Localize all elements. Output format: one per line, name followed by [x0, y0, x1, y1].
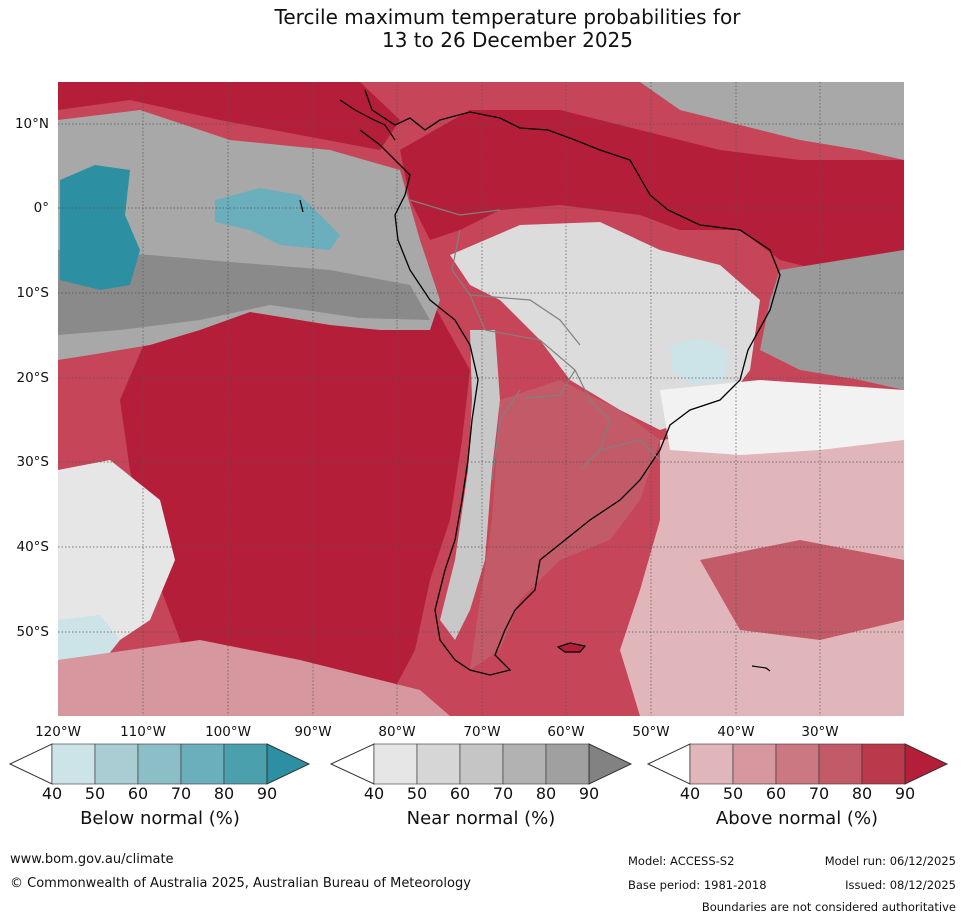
region-pacific-below-normal-center — [215, 188, 340, 250]
colorbar-tick: 50 — [406, 784, 428, 803]
colorbar-near-normal-low-arrow — [329, 743, 375, 785]
lon-tick-label: 90°W — [294, 724, 332, 740]
region-central-america-above-normal — [58, 82, 400, 150]
lon-tick-label: 70°W — [463, 724, 501, 740]
colorbar-below-normal-bin-5 — [223, 743, 268, 785]
colorbar-near-normal-bin-4 — [502, 743, 547, 785]
colorbar-above-normal-low-arrow — [646, 743, 691, 785]
lon-tick-label: 80°W — [378, 724, 416, 740]
colorbar-near-normal-high-arrow — [588, 743, 633, 785]
colorbar-tick: 40 — [41, 784, 63, 803]
map-title-line2: 13 to 26 December 2025 — [381, 28, 633, 52]
colorbar-below-normal-low-arrow — [8, 743, 53, 785]
footer-issued: Issued: 08/12/2025 — [845, 878, 956, 892]
country-borders — [409, 199, 661, 481]
region-south-atlantic-white — [660, 380, 904, 455]
lat-tick-label: 10°S — [16, 285, 50, 301]
footer-model-run: Model run: 06/12/2025 — [824, 854, 956, 868]
lon-tick-label: 30°W — [801, 724, 839, 740]
region-equatorial-atlantic-near-normal — [760, 250, 904, 390]
colorbar-above-normal-bin-3 — [775, 743, 820, 785]
colorbar-below-normal-bin-1 — [51, 743, 96, 785]
region-northern-south-america-above-normal — [400, 110, 904, 270]
footer-website: www.bom.gov.au/climate — [10, 852, 174, 867]
colorbar-tick: 90 — [256, 784, 278, 803]
region-south-atlantic-above-normal-patches — [700, 540, 904, 640]
colorbar-tick: 40 — [679, 784, 701, 803]
colorbar-above-normal-bin-1 — [689, 743, 734, 785]
colorbar-tick: 60 — [765, 784, 787, 803]
region-brazil-below-normal — [670, 338, 728, 385]
south-georgia-island — [751, 665, 771, 672]
colorbar-tick: 70 — [170, 784, 192, 803]
falkland-islands — [556, 642, 587, 653]
colorbar-tick: 90 — [578, 784, 600, 803]
footer-copyright: © Commonwealth of Australia 2025, Austra… — [10, 876, 471, 891]
graticule — [58, 82, 904, 716]
region-pacific-near-normal-dark — [58, 250, 430, 335]
colorbar-tick: 70 — [808, 784, 830, 803]
colorbar-near-normal-bin-3 — [459, 743, 504, 785]
colorbar-below-normal — [8, 743, 311, 785]
colorbar-above-normal-bin-2 — [732, 743, 777, 785]
footer-base-period: Base period: 1981-2018 — [628, 878, 767, 892]
colorbar-tick: 50 — [722, 784, 744, 803]
colorbar-tick: 90 — [894, 784, 916, 803]
colorbar-tick: 60 — [449, 784, 471, 803]
colorbar-tick: 80 — [851, 784, 873, 803]
colorbar-tick: 80 — [535, 784, 557, 803]
lon-tick-label: 40°W — [717, 724, 755, 740]
colorbar-tick: 60 — [127, 784, 149, 803]
central-america-coastline — [299, 99, 396, 213]
lon-tick-label: 120°W — [35, 724, 81, 740]
lat-tick-label: 10°N — [14, 116, 49, 132]
lon-tick-label: 110°W — [120, 724, 166, 740]
region-pacific-above-normal-core — [120, 270, 470, 716]
colorbar-above-normal-bin-5 — [861, 743, 906, 785]
colorbar-below-normal-label: Below normal (%) — [80, 808, 240, 829]
colorbar-near-normal-bin-1 — [373, 743, 418, 785]
lon-tick-label: 50°W — [632, 724, 670, 740]
colorbar-near-normal-bin-5 — [545, 743, 590, 785]
colorbar-above-normal — [646, 743, 949, 785]
region-pacific-below-normal-west — [60, 165, 140, 290]
lat-tick-label: 0° — [33, 200, 49, 216]
colorbar-near-normal-label: Near normal (%) — [406, 808, 556, 829]
lon-tick-label: 60°W — [547, 724, 585, 740]
region-southwest-pacific-near-normal — [58, 460, 175, 650]
lat-tick-label: 20°S — [16, 370, 50, 386]
region-southeast-south-america-above-normal — [470, 380, 660, 670]
colorbar-near-normal-bin-2 — [416, 743, 461, 785]
colorbar-below-normal-bin-2 — [94, 743, 139, 785]
region-andes-near-normal — [440, 330, 500, 640]
footer-disclaimer: Boundaries are not considered authoritat… — [701, 900, 956, 914]
lat-tick-label: 40°S — [16, 539, 50, 555]
colorbar-above-normal-high-arrow — [904, 743, 949, 785]
colorbar-below-normal-bin-4 — [180, 743, 225, 785]
south-america-coastline — [359, 89, 781, 676]
colorbar-tick: 80 — [213, 784, 235, 803]
colorbar-near-normal — [329, 743, 633, 785]
colorbar-tick: 40 — [363, 784, 385, 803]
lon-tick-label: 100°W — [205, 724, 251, 740]
map-title-line1: Tercile maximum temperature probabilitie… — [274, 5, 741, 29]
colorbar-tick: 50 — [84, 784, 106, 803]
region-north-atlantic-near-normal — [640, 82, 904, 160]
region-south-pacific-above-normal — [58, 640, 450, 716]
colorbar-above-normal-bin-4 — [818, 743, 863, 785]
colorbar-below-normal-high-arrow — [266, 743, 311, 785]
lat-tick-label: 30°S — [16, 454, 50, 470]
lat-tick-label: 50°S — [16, 624, 50, 640]
colorbar-tick: 70 — [492, 784, 514, 803]
colorbar-below-normal-bin-3 — [137, 743, 182, 785]
footer-model: Model: ACCESS-S2 — [628, 854, 735, 868]
colorbar-above-normal-label: Above normal (%) — [715, 808, 879, 829]
